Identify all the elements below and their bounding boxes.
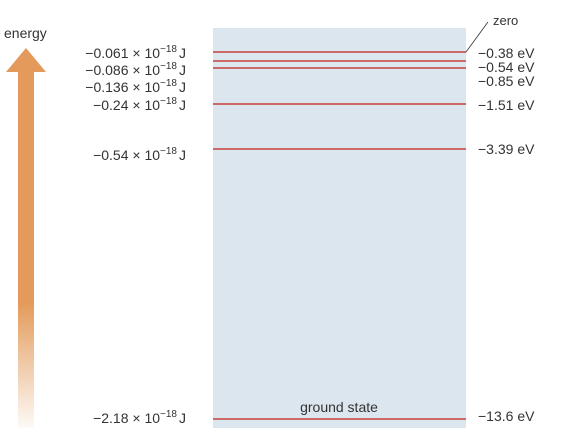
level-joule-label: −0.54 × 10−18 J <box>93 146 186 163</box>
level-joule-label: −0.24 × 10−18 J <box>93 96 186 113</box>
level-joule-label: −0.086 × 10−18 J <box>85 61 186 78</box>
level-2: −0.086 × 10−18 J −0.54 eV <box>85 59 535 78</box>
level-ev-label: −1.51 eV <box>478 97 535 113</box>
level-joule-label: −0.136 × 10−18 J <box>85 78 186 95</box>
energy-axis-label: energy <box>4 25 47 41</box>
level-joule-label: −2.18 × 10−18 J <box>93 409 186 426</box>
level-joule-label: −0.061 × 10−18 J <box>85 44 186 61</box>
zero-label: zero <box>493 13 518 28</box>
level-5: −0.54 × 10−18 J −3.39 eV <box>93 141 535 163</box>
level-ev-label: −3.39 eV <box>478 141 535 157</box>
level-3: −0.136 × 10−18 J −0.85 eV <box>85 67 535 95</box>
level-ev-label: −0.54 eV <box>478 59 535 75</box>
level-ev-label: −13.6 eV <box>478 408 535 424</box>
level-1: −0.061 × 10−18 J −0.38 eV <box>85 44 535 61</box>
zero-leader-line <box>465 21 489 53</box>
energy-panel <box>213 28 466 428</box>
energy-arrow <box>6 48 46 428</box>
level-ground: −2.18 × 10−18 J −13.6 eV <box>93 408 535 426</box>
ground-state-label: ground state <box>300 399 378 415</box>
level-4: −0.24 × 10−18 J −1.51 eV <box>93 96 535 113</box>
level-ev-label: −0.85 eV <box>478 73 535 89</box>
level-ev-label: −0.38 eV <box>478 45 535 61</box>
